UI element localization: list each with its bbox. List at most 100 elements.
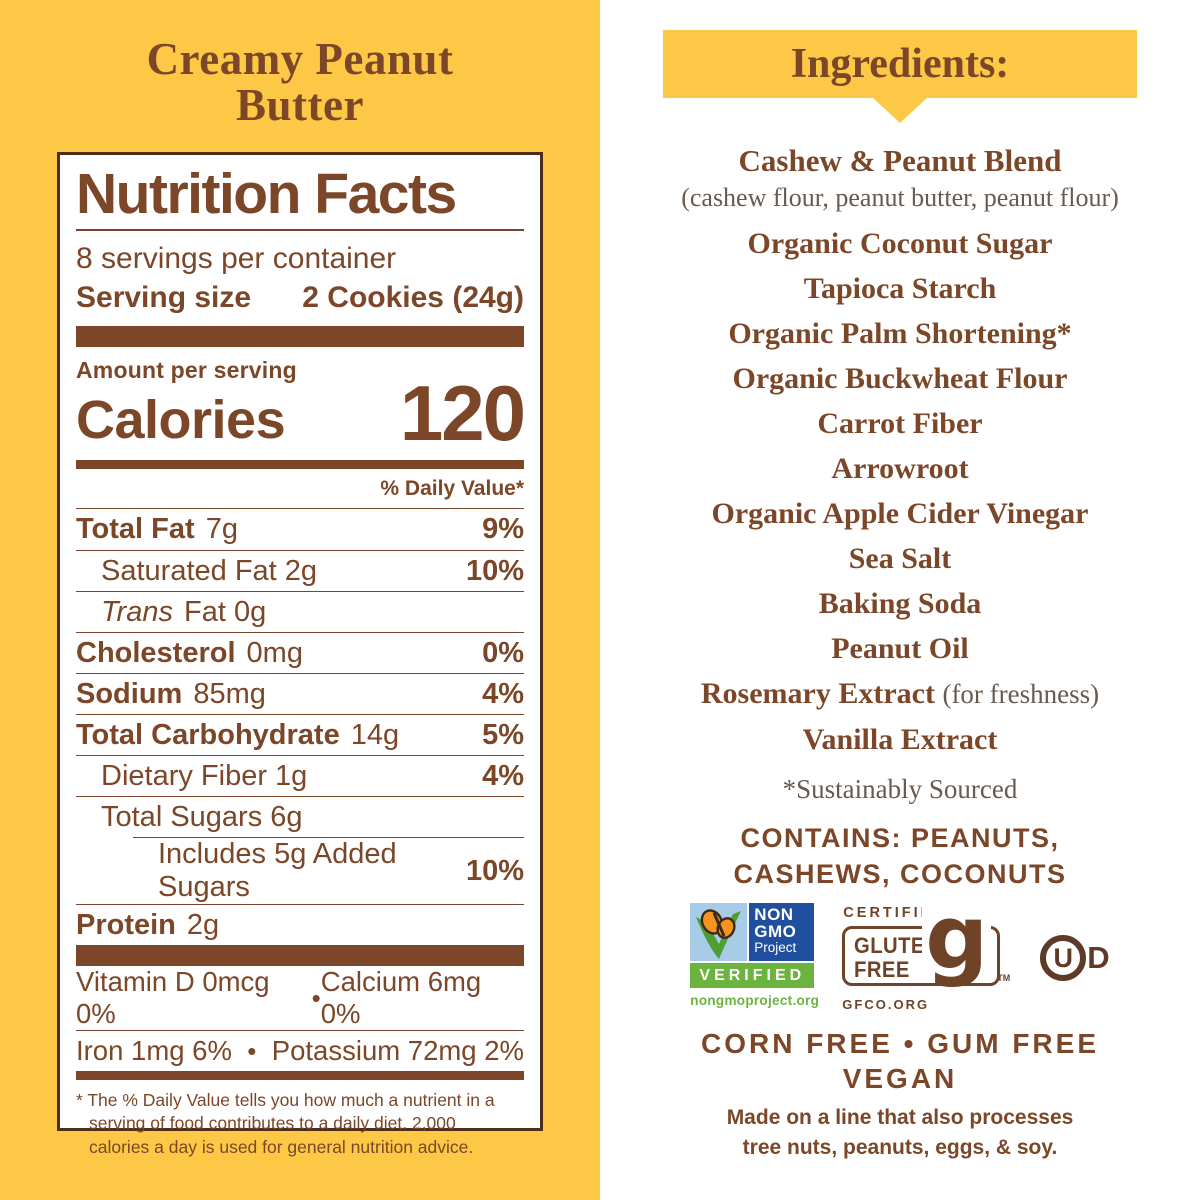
nutrient-label: Cholesterol	[76, 636, 236, 669]
nutrient-row-added-sugars: Includes 5g Added Sugars 10%	[133, 837, 524, 904]
nutrient-pct: 10%	[465, 554, 524, 587]
thick-divider-bar	[76, 326, 524, 348]
nutrient-label: Includes 5g Added Sugars	[158, 838, 397, 904]
nutrient-pct: 5%	[482, 718, 524, 751]
nutrition-facts-panel: Nutrition Facts 8 servings per container…	[57, 152, 543, 1157]
allergen-processing-note: Made on a line that also processes tree …	[600, 1103, 1200, 1163]
vitamin-right: Calcium 6mg 0%	[320, 966, 482, 1030]
free-word: FREE	[854, 957, 911, 982]
nutrient-label: Total Fat	[76, 513, 195, 546]
gfco-url: GFCO.ORG	[842, 997, 930, 1012]
non-gmo-text-block: NON GMO Project	[749, 903, 815, 961]
nutrient-row-total-carbohydrate: Total Carbohydrate 14g 5%	[76, 714, 524, 755]
ingredients-list: Cashew & Peanut Blend (cashew flour, pea…	[600, 142, 1200, 809]
ingredient-sub-note: (cashew flour, peanut butter, peanut flo…	[681, 183, 1119, 212]
allergen-note-line1: Made on a line that also processes	[726, 1106, 1074, 1129]
product-title-line1: Creamy Peanut	[146, 34, 454, 84]
contains-statement: CONTAINS: PEANUTS, CASHEWS, COCONUTS	[600, 820, 1200, 892]
amount-per-serving-label: Amount per serving	[76, 357, 297, 384]
left-yellow-panel: Creamy Peanut Butter Nutrition Facts 8 s…	[0, 0, 600, 1200]
bullet-separator: •	[247, 1035, 257, 1066]
nutrient-amount: 2g	[186, 908, 220, 941]
ou-circle: U	[1040, 935, 1087, 981]
nutrient-amount: 0mg	[246, 636, 303, 669]
kosher-d-letter: D	[1087, 940, 1110, 975]
vitamin-left: Vitamin D 0mcg 0%	[76, 966, 270, 1030]
nutrient-row-saturated-fat: Saturated Fat 2g 10%	[76, 550, 524, 591]
ingredient-item: Sea Salt	[848, 542, 952, 575]
certified-gluten-free-badge: CERTIFIED GLUTEN FREE g TM GFCO.ORG	[842, 893, 1012, 1012]
ingredient-item: Baking Soda	[818, 587, 982, 620]
medium-divider-bar	[76, 460, 524, 470]
ingredients-title: Ingredients:	[790, 41, 1010, 87]
nutrient-row-protein: Protein 2g	[76, 904, 524, 945]
serving-size-value: 2 Cookies (24g)	[302, 281, 524, 315]
nutrient-label: Total Carbohydrate	[76, 718, 340, 751]
gluten-free-g-icon: g	[922, 893, 992, 982]
allergen-note-line2: tree nuts, peanuts, eggs, & soy.	[742, 1136, 1058, 1159]
nutrient-label: Protein	[76, 908, 176, 941]
vegan-label: VEGAN	[842, 1063, 958, 1094]
nutrient-label: Sodium	[76, 677, 183, 710]
nutrient-pct: 9%	[482, 513, 524, 546]
bullet-separator: •	[311, 982, 321, 1013]
non-gmo-project-badge: NON GMO Project VERIFIED nongmoproject.o…	[690, 903, 820, 1008]
vitamin-left: Iron 1mg 6%	[76, 1035, 232, 1067]
nutrient-pct: 4%	[482, 677, 524, 710]
ingredient-item: Peanut Oil	[831, 632, 969, 665]
nutrition-facts-title: Nutrition Facts	[76, 162, 457, 226]
nutrient-label: Saturated Fat 2g	[101, 554, 318, 587]
ingredients-panel: Ingredients: Cashew & Peanut Blend (cash…	[600, 0, 1200, 1200]
ingredient-item: Cashew & Peanut Blend	[738, 143, 1062, 178]
nutrient-label: Total Sugars 6g	[101, 800, 303, 833]
product-title-line2: Butter	[236, 80, 364, 130]
nutrient-pct: 4%	[482, 759, 524, 792]
nutrient-pct: 0%	[482, 636, 524, 669]
ingredient-item: Organic Apple Cider Vinegar	[711, 497, 1089, 530]
daily-value-footnote: * The % Daily Value tells you how much a…	[76, 1090, 495, 1157]
ingredient-item: Vanilla Extract	[802, 723, 998, 756]
thick-divider-bar	[76, 945, 524, 967]
nutrient-label: Dietary Fiber 1g	[101, 759, 308, 792]
trademark-mark: TM	[997, 973, 1011, 983]
sustainably-sourced-note: *Sustainably Sourced	[782, 774, 1018, 804]
non-gmo-url: nongmoproject.org	[690, 993, 820, 1008]
certification-badges: NON GMO Project VERIFIED nongmoproject.o…	[600, 893, 1200, 1012]
calories-value: 120	[399, 369, 526, 458]
divider	[76, 228, 524, 231]
kosher-ou-d-icon: U D	[1040, 935, 1110, 981]
serving-size-label: Serving size	[76, 281, 252, 315]
product-title: Creamy Peanut Butter	[0, 36, 600, 128]
gluten-free-box: GLUTEN FREE g TM	[842, 893, 1010, 986]
non-gmo-seal: NON GMO Project VERIFIED	[690, 903, 815, 989]
ingredient-item: Tapioca Starch	[803, 272, 997, 305]
nutrient-row-sodium: Sodium 85mg 4%	[76, 673, 524, 714]
nutrient-row-total-fat: Total Fat 7g 9%	[76, 509, 524, 550]
nutrient-amount: 85mg	[193, 677, 266, 710]
contains-line1: CONTAINS: PEANUTS,	[740, 823, 1060, 853]
verified-bar: VERIFIED	[690, 963, 815, 988]
nutrient-row-dietary-fiber: Dietary Fiber 1g 4%	[76, 755, 524, 796]
calories-row: Calories 120	[76, 369, 526, 458]
calories-label: Calories	[76, 389, 286, 450]
ingredient-item: Organic Palm Shortening*	[728, 317, 1072, 350]
ingredient-item: Arrowroot	[831, 452, 969, 485]
nutrient-label-italic: Trans	[101, 595, 173, 628]
nutrient-row-total-sugars: Total Sugars 6g	[76, 796, 524, 837]
daily-value-header: % Daily Value*	[76, 469, 524, 510]
corn-free-gum-free: CORN FREE • GUM FREE	[700, 1028, 1100, 1059]
vitamin-row-2: Iron 1mg 6% • Potassium 72mg 2%	[76, 1030, 524, 1071]
ingredients-banner: Ingredients:	[663, 30, 1137, 98]
non-gmo-line3: Project	[754, 940, 797, 955]
servings-per-container: 8 servings per container	[76, 241, 397, 275]
nutrient-row-trans-fat: Trans Fat 0g	[76, 591, 524, 632]
ingredient-item: Carrot Fiber	[817, 407, 983, 440]
nutrient-amount: 7g	[205, 513, 238, 546]
contains-line2: CASHEWS, COCONUTS	[733, 859, 1067, 889]
ingredient-item: Rosemary Extract (for freshness)	[700, 677, 1100, 710]
ingredient-item: Organic Buckwheat Flour	[732, 362, 1068, 395]
medium-divider-bar	[76, 1071, 524, 1081]
ingredient-item: Organic Coconut Sugar	[747, 227, 1053, 260]
butterfly-icon	[690, 903, 748, 961]
